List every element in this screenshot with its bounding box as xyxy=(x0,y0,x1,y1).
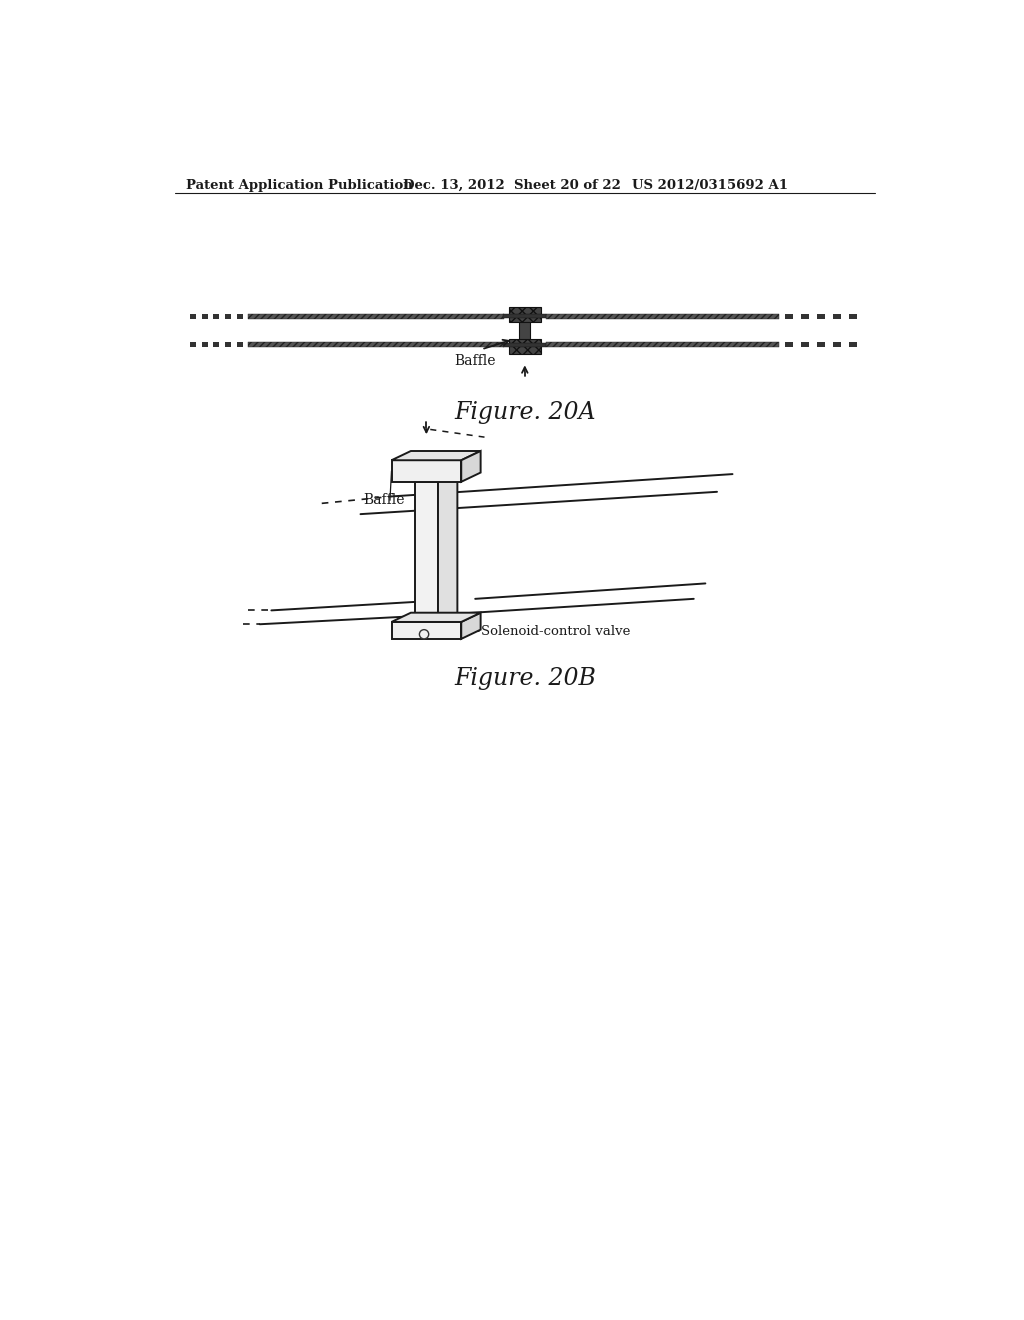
Bar xyxy=(849,314,856,319)
Text: Figure. 20A: Figure. 20A xyxy=(454,401,596,424)
Bar xyxy=(509,308,541,322)
Polygon shape xyxy=(391,612,480,622)
Bar xyxy=(504,314,546,318)
Bar xyxy=(202,342,208,347)
Polygon shape xyxy=(461,612,480,639)
Text: Baffle: Baffle xyxy=(455,354,496,368)
Bar xyxy=(225,314,231,319)
Bar xyxy=(415,482,438,622)
Circle shape xyxy=(420,630,429,639)
Bar xyxy=(213,342,219,347)
Bar xyxy=(225,342,231,347)
Bar xyxy=(519,322,530,339)
Bar xyxy=(213,314,219,319)
Text: US 2012/0315692 A1: US 2012/0315692 A1 xyxy=(632,180,787,193)
Polygon shape xyxy=(391,451,480,461)
Bar xyxy=(817,314,824,319)
Bar xyxy=(833,314,841,319)
Bar xyxy=(801,314,809,319)
Bar xyxy=(504,343,546,347)
Text: Solenoid-control valve: Solenoid-control valve xyxy=(480,626,630,639)
Bar xyxy=(237,342,243,347)
Text: Baffle: Baffle xyxy=(362,494,404,507)
Bar xyxy=(849,342,856,347)
Text: Patent Application Publication: Patent Application Publication xyxy=(186,180,413,193)
Bar xyxy=(391,461,461,482)
Bar xyxy=(202,314,208,319)
Bar xyxy=(248,342,504,347)
Bar xyxy=(190,342,196,347)
Bar xyxy=(833,342,841,347)
Bar xyxy=(190,314,196,319)
Text: Figure. 20B: Figure. 20B xyxy=(454,667,596,689)
Bar xyxy=(546,342,779,347)
Bar xyxy=(785,342,794,347)
Bar xyxy=(391,622,461,639)
Bar xyxy=(237,314,243,319)
Text: Dec. 13, 2012  Sheet 20 of 22: Dec. 13, 2012 Sheet 20 of 22 xyxy=(403,180,621,193)
Bar xyxy=(817,342,824,347)
Bar xyxy=(248,314,504,319)
Bar xyxy=(509,339,541,354)
Polygon shape xyxy=(438,473,458,622)
Bar xyxy=(801,342,809,347)
Polygon shape xyxy=(415,473,458,482)
Bar xyxy=(785,314,794,319)
Bar xyxy=(546,314,779,319)
Polygon shape xyxy=(461,451,480,482)
